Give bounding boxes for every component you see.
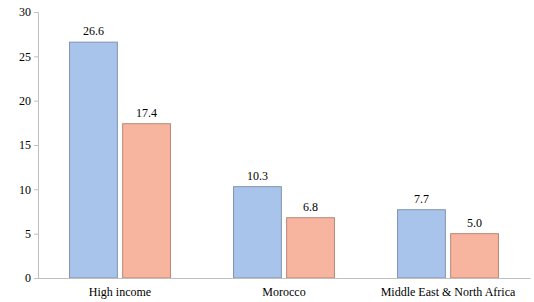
y-tick-label: 0	[25, 271, 31, 285]
y-tick-mark	[34, 101, 38, 102]
data-label: 7.7	[414, 192, 429, 206]
y-tick: 5	[25, 227, 38, 241]
chart: 0 5 10 15 20 25 30 High income Morocco Middle Eas…	[0, 0, 534, 302]
y-tick-label: 15	[19, 138, 31, 152]
bar	[123, 124, 171, 278]
bars	[70, 42, 499, 278]
y-tick-label: 20	[19, 94, 31, 108]
y-tick-mark	[34, 189, 38, 190]
x-tick: High income	[89, 278, 151, 299]
y-tick: 0	[25, 271, 38, 285]
y-tick: 10	[19, 183, 38, 197]
y-tick-mark	[34, 56, 38, 57]
y-tick-mark	[34, 234, 38, 235]
data-labels: 26.6 10.3 7.7 17.4 6.8 5.0	[83, 24, 482, 230]
y-tick: 15	[19, 138, 38, 152]
y-axis: 0 5 10 15 20 25 30	[19, 5, 39, 285]
y-tick-label: 10	[19, 183, 31, 197]
y-tick: 25	[19, 50, 38, 64]
series	[123, 124, 499, 278]
x-tick-label: Middle East & North Africa	[381, 285, 516, 299]
x-tick-label: Morocco	[262, 285, 305, 299]
data-label: 26.6	[83, 24, 104, 38]
y-tick: 20	[19, 94, 38, 108]
y-tick-label: 30	[19, 5, 31, 19]
x-axis-line	[39, 278, 531, 279]
data-label: 17.4	[136, 106, 157, 120]
y-tick-mark	[34, 278, 38, 279]
y-tick-label: 5	[25, 227, 31, 241]
bar	[70, 42, 118, 278]
bar	[451, 234, 499, 278]
bar	[287, 218, 335, 278]
bar	[398, 210, 446, 278]
x-tick-label: High income	[89, 285, 151, 299]
data-label: 6.8	[303, 200, 318, 214]
y-tick-label: 25	[19, 50, 31, 64]
x-tick: Middle East & North Africa	[381, 278, 516, 299]
data-label: 10.3	[247, 169, 268, 183]
x-axis: High income Morocco Middle East & North Af…	[39, 278, 531, 299]
y-tick-mark	[34, 145, 38, 146]
x-tick: Morocco	[262, 278, 305, 299]
bar	[234, 187, 282, 278]
data-label: 5.0	[467, 216, 482, 230]
y-tick-mark	[34, 12, 38, 13]
y-axis-line	[34, 13, 39, 279]
series	[70, 42, 446, 278]
y-tick: 30	[19, 5, 38, 19]
